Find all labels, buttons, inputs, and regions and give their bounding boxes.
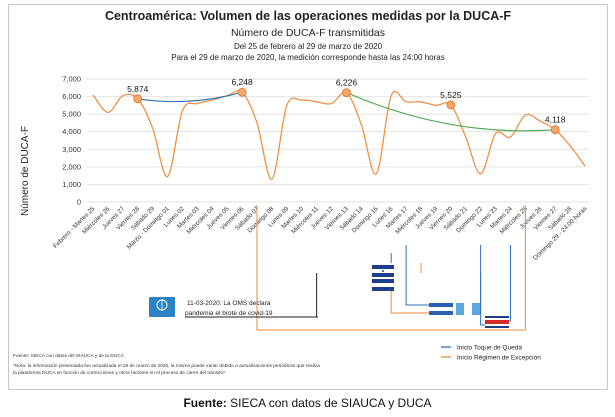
series-line [92,90,586,180]
chart-date-range: Del 25 de febrero al 29 de marzo de 2020 [234,42,383,51]
annotation-line-1: 11-03-2020: La OMS declara [187,300,271,307]
y-tick-label: 1,000 [62,180,81,189]
legend-label-toque: Inicio Toque de Queda [457,345,522,352]
data-label: 5,874 [127,84,149,94]
event-connector [480,245,485,326]
y-tick-label: 3,000 [62,145,81,154]
data-label: 6,226 [336,78,358,88]
event-connector [509,245,511,322]
chart-title: Centroamérica: Volumen de las operacione… [105,9,511,23]
trend-line [346,92,556,132]
highlight-point [133,94,143,104]
footer-source-text: SIECA con datos de SIAUCA y DUCA [226,396,432,410]
y-tick-label: 4,000 [62,127,81,136]
chart-measure-note: Para el 29 de marzo de 2020, la medición… [171,53,445,62]
chart-subtitle: Número de DUCA-F transmitidas [231,27,385,39]
trend-line [137,91,243,103]
data-label: 4,118 [545,115,566,125]
flag-guatemala-icon [456,303,480,315]
event-connector [256,205,526,331]
y-tick-label: 0 [77,198,81,207]
highlight-point [446,100,456,110]
footer-source-label: Fuente: [183,396,227,410]
data-label: 5,525 [440,90,462,100]
event-connector [390,280,429,314]
flag-honduras-icon [372,265,394,277]
highlight-point [342,88,351,98]
y-tick-label: 6,000 [62,92,81,101]
y-axis-label: Número de DUCA-F [20,126,31,216]
chart-disclaimer-line-1: *Nota: la información presentada fue act… [13,363,320,369]
highlight-point [550,125,560,135]
annotation-line-2: pandemia el brote de covid-19 [185,310,273,317]
flag-costa-rica-icon [485,316,509,328]
highlight-point [237,87,247,97]
line-chart: Centroamérica: Volumen de las operacione… [13,9,589,376]
flag-nicaragua-icon [429,303,453,315]
figure-source-caption: Fuente: SIECA con datos de SIAUCA y DUCA [0,396,615,410]
chart-source-note: Fuente: SIECA con datos del SIAUCA y de … [13,353,125,359]
flag-el-salvador-icon [372,279,394,291]
legend-label-regimen: Inicio Régimen de Excepción [457,355,541,362]
y-tick-label: 5,000 [62,110,81,119]
chart-disclaimer-line-2: la plataforma DUCA en función de correcc… [13,370,226,376]
y-tick-label: 7,000 [62,75,81,84]
y-tick-label: 2,000 [62,162,81,171]
who-logo-icon [149,297,175,317]
chart-legend: Inicio Toque de Queda Inicio Régimen de … [441,345,541,362]
event-connector [405,245,429,306]
event-connector [316,273,318,318]
chart-frame: Centroamérica: Volumen de las operacione… [8,4,608,390]
data-label: 6,248 [231,77,253,87]
